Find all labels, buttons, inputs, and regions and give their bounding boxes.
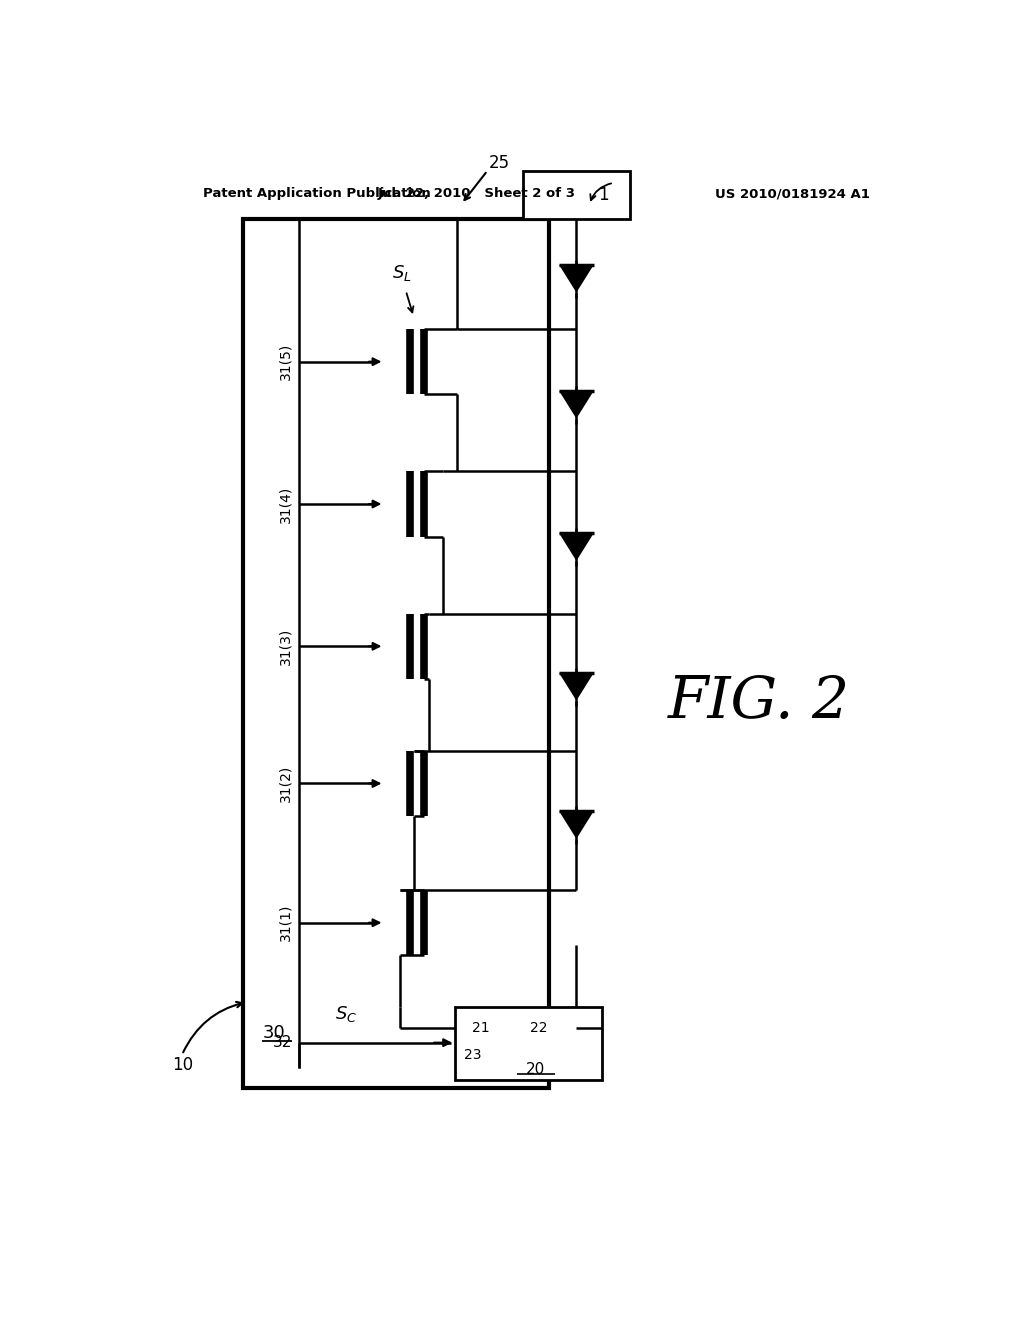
Text: 20: 20 (526, 1061, 546, 1077)
Text: Patent Application Publication: Patent Application Publication (204, 187, 431, 201)
Text: 30: 30 (263, 1023, 286, 1041)
Text: 1: 1 (598, 186, 608, 205)
Text: 32: 32 (273, 1035, 292, 1051)
Text: 31(5): 31(5) (279, 343, 292, 380)
Polygon shape (559, 533, 594, 561)
Text: 25: 25 (489, 154, 510, 173)
Polygon shape (559, 673, 594, 701)
Polygon shape (559, 391, 594, 418)
Text: 31(1): 31(1) (279, 904, 292, 941)
Text: FIG. 2: FIG. 2 (668, 675, 850, 730)
Text: 10: 10 (172, 1056, 193, 1074)
Text: 31(3): 31(3) (279, 627, 292, 665)
Text: 21: 21 (472, 1020, 490, 1035)
Text: Jul. 22, 2010   Sheet 2 of 3: Jul. 22, 2010 Sheet 2 of 3 (378, 187, 577, 201)
Bar (243, 219, 549, 1089)
Text: 31(2): 31(2) (279, 764, 292, 803)
Text: $S_L$: $S_L$ (392, 264, 412, 284)
Text: 23: 23 (465, 1048, 482, 1061)
Polygon shape (559, 265, 594, 293)
Text: $S_C$: $S_C$ (335, 1005, 357, 1024)
Text: 31(4): 31(4) (279, 486, 292, 523)
Text: US 2010/0181924 A1: US 2010/0181924 A1 (715, 187, 870, 201)
Text: 22: 22 (530, 1020, 548, 1035)
Polygon shape (559, 812, 594, 840)
Bar (455, 1007, 602, 1080)
Bar (523, 170, 630, 219)
